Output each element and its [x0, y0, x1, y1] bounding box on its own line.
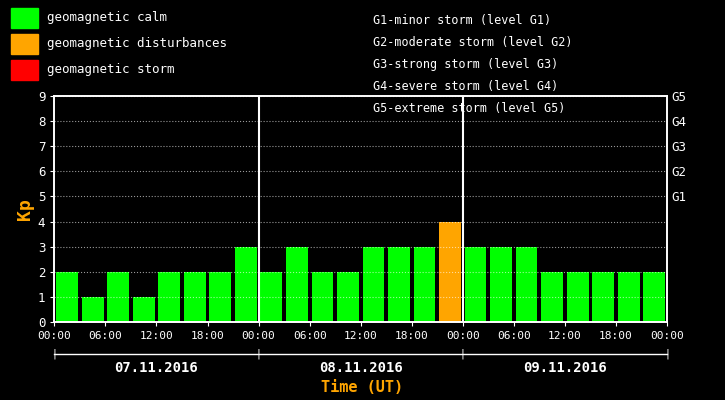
- Bar: [592, 272, 614, 322]
- Text: Time (UT): Time (UT): [321, 380, 404, 396]
- Bar: [388, 247, 410, 322]
- Bar: [133, 297, 154, 322]
- Bar: [337, 272, 359, 322]
- Text: G1-minor storm (level G1): G1-minor storm (level G1): [373, 14, 552, 27]
- Bar: [57, 272, 78, 322]
- Bar: [235, 247, 257, 322]
- Bar: [542, 272, 563, 322]
- Y-axis label: Kp: Kp: [16, 198, 33, 220]
- Text: |: |: [256, 349, 262, 359]
- Text: geomagnetic disturbances: geomagnetic disturbances: [47, 38, 227, 50]
- Text: G3-strong storm (level G3): G3-strong storm (level G3): [373, 58, 559, 71]
- Bar: [210, 272, 231, 322]
- Bar: [158, 272, 180, 322]
- Bar: [465, 247, 486, 322]
- Bar: [82, 297, 104, 322]
- Text: 07.11.2016: 07.11.2016: [115, 361, 199, 375]
- Bar: [312, 272, 334, 322]
- Bar: [515, 247, 537, 322]
- Bar: [567, 272, 589, 322]
- Text: |: |: [664, 349, 670, 359]
- Text: 09.11.2016: 09.11.2016: [523, 361, 607, 375]
- Bar: [643, 272, 665, 322]
- Bar: [107, 272, 129, 322]
- Text: G5-extreme storm (level G5): G5-extreme storm (level G5): [373, 102, 566, 115]
- Text: |: |: [51, 349, 57, 359]
- Bar: [618, 272, 639, 322]
- Text: 08.11.2016: 08.11.2016: [319, 361, 402, 375]
- Bar: [414, 247, 435, 322]
- Text: geomagnetic calm: geomagnetic calm: [47, 12, 167, 24]
- Bar: [184, 272, 206, 322]
- Bar: [260, 272, 282, 322]
- Bar: [286, 247, 307, 322]
- Text: |: |: [460, 349, 465, 359]
- Text: G2-moderate storm (level G2): G2-moderate storm (level G2): [373, 36, 573, 49]
- Bar: [362, 247, 384, 322]
- Bar: [439, 222, 461, 322]
- Bar: [490, 247, 512, 322]
- Text: geomagnetic storm: geomagnetic storm: [47, 64, 175, 76]
- Text: G4-severe storm (level G4): G4-severe storm (level G4): [373, 80, 559, 93]
